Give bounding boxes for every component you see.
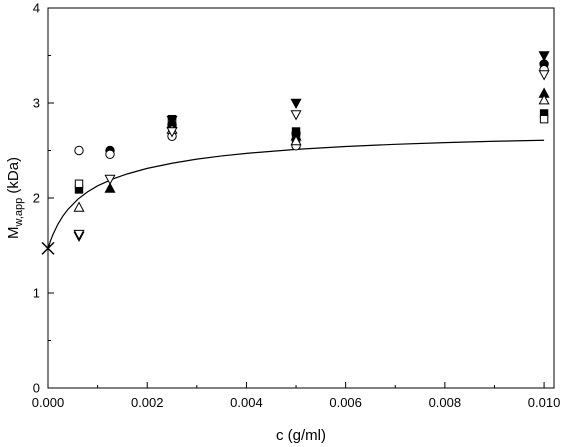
open-triangle-down-point [538, 70, 550, 81]
open-square-point [539, 114, 549, 124]
x-tick-label: 0.010 [528, 395, 561, 410]
plot-frame [47, 7, 555, 389]
fit-curve [47, 139, 545, 249]
cross-point [41, 241, 55, 255]
open-circle-point [105, 149, 115, 160]
y-tick-label: 1 [33, 286, 40, 301]
filled-triangle-down-point [290, 98, 302, 110]
open-square-point [74, 179, 84, 188]
y-tick-label: 3 [33, 96, 40, 111]
open-circle-point [74, 145, 84, 156]
y-tick-label: 4 [33, 1, 40, 16]
x-tick-label: 0.006 [329, 395, 362, 410]
x-tick-label: 0.004 [230, 395, 263, 410]
open-triangle-up-point [290, 134, 302, 146]
x-tick-label: 0.002 [131, 395, 164, 410]
filled-triangle-down-point [538, 51, 550, 62]
y-tick-label: 2 [33, 191, 40, 206]
open-triangle-up-point [538, 94, 550, 105]
plot-area [47, 7, 555, 389]
y-axis-title-main: M [5, 227, 22, 240]
x-tick-label: 0.000 [32, 395, 65, 410]
x-tick-label: 0.008 [429, 395, 462, 410]
filled-triangle-up-point [104, 182, 116, 193]
data-points-layer [41, 51, 550, 255]
y-tick-label: 0 [33, 381, 40, 396]
x-axis-title: c (g/ml) [276, 427, 326, 444]
y-axis-title-unit: (kDa) [5, 157, 22, 198]
filled-triangle-down-point [166, 115, 178, 127]
open-triangle-down-point [104, 174, 116, 186]
open-triangle-up-point [73, 201, 85, 212]
open-triangle-down-point [290, 110, 302, 121]
y-axis-title-subscript: w,app [13, 198, 25, 228]
y-axis-title: Mw,app (kDa) [5, 157, 25, 239]
open-triangle-down-point [166, 127, 178, 138]
axes-layer: 0.000 0.002 0.004 0.006 0.008 0.010 0 1 2 3 4 [32, 1, 561, 411]
open-triangle-down-point [73, 229, 85, 241]
fit-curve-layer [47, 139, 545, 249]
